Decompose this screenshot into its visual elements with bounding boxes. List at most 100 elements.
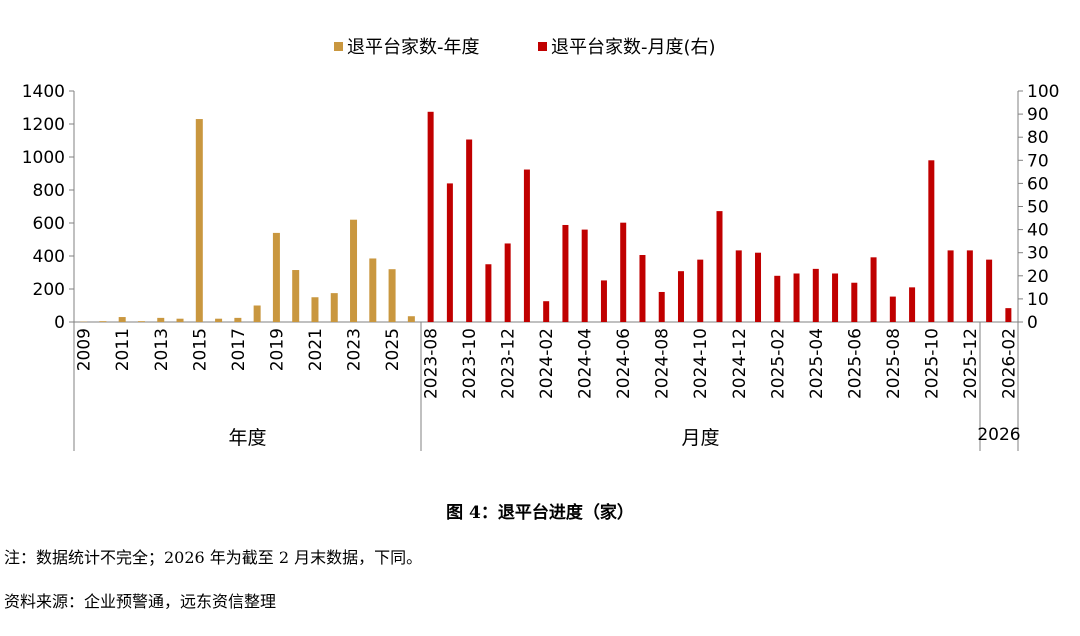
monthly-bar-2023-12 [504, 243, 511, 322]
y-right-tick-label: 40 [1027, 221, 1049, 241]
monthly-bar-2024-05 [600, 280, 607, 322]
annual-bar-2020 [292, 270, 300, 322]
annual-bar-2023 [350, 219, 358, 322]
x-tick-label-monthly: 2024-04 [576, 328, 596, 399]
bars [80, 111, 1012, 322]
x-tick-label-annual: 2023 [345, 328, 365, 371]
legend: 退平台家数-年度 退平台家数-月度(右) [334, 37, 716, 58]
annual-bar-2021 [311, 297, 319, 322]
annual-bar-2026 [407, 316, 415, 322]
x-tick-label-monthly: 2023-08 [422, 328, 442, 399]
y-right-tick-label: 100 [1027, 82, 1059, 102]
monthly-bar-2025-01 [755, 252, 762, 322]
monthly-bar-2025-05 [832, 273, 839, 322]
y-left-tick-label: 1400 [22, 82, 65, 102]
monthly-bar-2024-10 [697, 259, 704, 322]
x-tick-label-annual: 2011 [113, 328, 133, 371]
group-label-2026: 2026 [977, 425, 1020, 445]
annual-bar-2012 [137, 321, 145, 322]
y-right-tick-label: 90 [1027, 105, 1049, 125]
y-left-tick-label: 800 [33, 181, 65, 201]
monthly-bar-2024-08 [658, 291, 665, 322]
x-tick-label-monthly: 2024-02 [537, 328, 557, 399]
y-right-tick-label: 0 [1027, 313, 1038, 333]
group-label-monthly: 月度 [681, 427, 719, 449]
y-right-tick-label: 80 [1027, 128, 1049, 148]
monthly-bar-2025-08 [889, 296, 896, 322]
monthly-bar-2024-02 [543, 301, 550, 322]
monthly-bar-2024-01 [523, 169, 530, 322]
monthly-bar-2025-04 [812, 268, 819, 322]
annual-bar-2010 [99, 321, 107, 322]
group-labels: 年度 月度 2026 [228, 425, 1020, 449]
monthly-bar-2026-01 [986, 259, 993, 322]
y-right-tick-label: 50 [1027, 198, 1049, 218]
y-right-tick-label: 70 [1027, 151, 1049, 171]
chart-note: 注：数据统计不完全；2026 年为截至 2 月末数据，下同。 [4, 548, 423, 567]
monthly-bar-2024-12 [735, 250, 742, 322]
y-left-tick-label: 1200 [22, 115, 65, 135]
monthly-bar-2024-06 [620, 222, 627, 322]
monthly-bar-2024-11 [716, 211, 723, 322]
annual-bar-2018 [253, 305, 261, 322]
chart-source: 资料来源：企业预警通，远东资信整理 [4, 592, 277, 611]
annual-bar-2019 [272, 232, 280, 322]
legend-swatch [334, 42, 343, 51]
monthly-bar-2025-10 [928, 160, 935, 322]
x-tick-label-monthly: 2025-10 [922, 328, 942, 399]
monthly-bar-2025-11 [947, 250, 954, 322]
monthly-bar-2023-11 [485, 264, 492, 322]
annual-bar-2014 [176, 318, 184, 322]
y-left-tick-label: 200 [33, 280, 65, 300]
x-tick-label-monthly: 2024-10 [691, 328, 711, 399]
x-tick-label-monthly: 2025-02 [768, 328, 788, 399]
x-tick-label-annual: 2021 [306, 328, 326, 371]
annual-bar-2025 [388, 269, 396, 322]
monthly-bar-2024-04 [581, 229, 588, 322]
x-tick-label-monthly: 2026-02 [999, 328, 1019, 399]
y-left-tick-label: 400 [33, 247, 65, 267]
x-tick-label-monthly: 2025-08 [884, 328, 904, 399]
annual-bar-2011 [118, 317, 126, 322]
monthly-bar-2025-02 [774, 275, 781, 322]
chart-caption: 图 4：退平台进度（家） [446, 503, 634, 523]
monthly-bar-2024-03 [562, 224, 569, 322]
monthly-bar-2025-09 [909, 287, 916, 322]
legend-swatch [538, 42, 547, 51]
annual-bar-2013 [157, 317, 165, 322]
group-label-annual: 年度 [228, 427, 266, 449]
monthly-bar-2024-09 [677, 271, 684, 322]
annual-bar-2024 [369, 258, 377, 322]
monthly-bar-2025-07 [870, 257, 877, 322]
x-tick-label-annual: 2013 [152, 328, 172, 371]
y-left-tick-label: 1000 [22, 148, 65, 168]
y-right-tick-label: 30 [1027, 244, 1049, 264]
y-right-tick-label: 60 [1027, 174, 1049, 194]
x-tick-label-monthly: 2024-06 [614, 328, 634, 399]
x-tick-label-monthly: 2024-08 [653, 328, 673, 399]
x-tick-label-annual: 2025 [383, 328, 403, 371]
chart: 退平台家数-年度 退平台家数-月度(右) 02004006008001000120… [22, 37, 1059, 451]
x-tick-label-annual: 2009 [75, 328, 95, 371]
y-left-tick-label: 600 [33, 214, 65, 234]
x-tick-label-monthly: 2025-12 [961, 328, 981, 399]
monthly-bar-2024-07 [639, 255, 646, 322]
monthly-bar-2023-10 [466, 139, 473, 322]
y-right-tick-label: 10 [1027, 290, 1049, 310]
monthly-bar-2026-02 [1005, 308, 1012, 322]
annual-bar-2015 [195, 119, 203, 322]
annual-bar-2016 [215, 318, 223, 322]
annual-bar-2022 [330, 293, 338, 322]
annual-bar-2017 [234, 317, 242, 322]
x-tick-label-annual: 2017 [229, 328, 249, 371]
monthly-bar-2025-12 [966, 250, 973, 322]
x-tick-label-monthly: 2023-12 [499, 328, 519, 399]
legend-label: 退平台家数-月度(右) [551, 37, 716, 58]
monthly-bar-2023-08 [427, 111, 434, 322]
monthly-bar-2023-09 [446, 183, 453, 322]
x-tick-label-monthly: 2024-12 [730, 328, 750, 399]
y-left-tick-label: 0 [54, 313, 65, 333]
monthly-bar-2025-06 [851, 282, 858, 322]
x-tick-label-monthly: 2025-06 [845, 328, 865, 399]
monthly-bar-2025-03 [793, 273, 800, 322]
